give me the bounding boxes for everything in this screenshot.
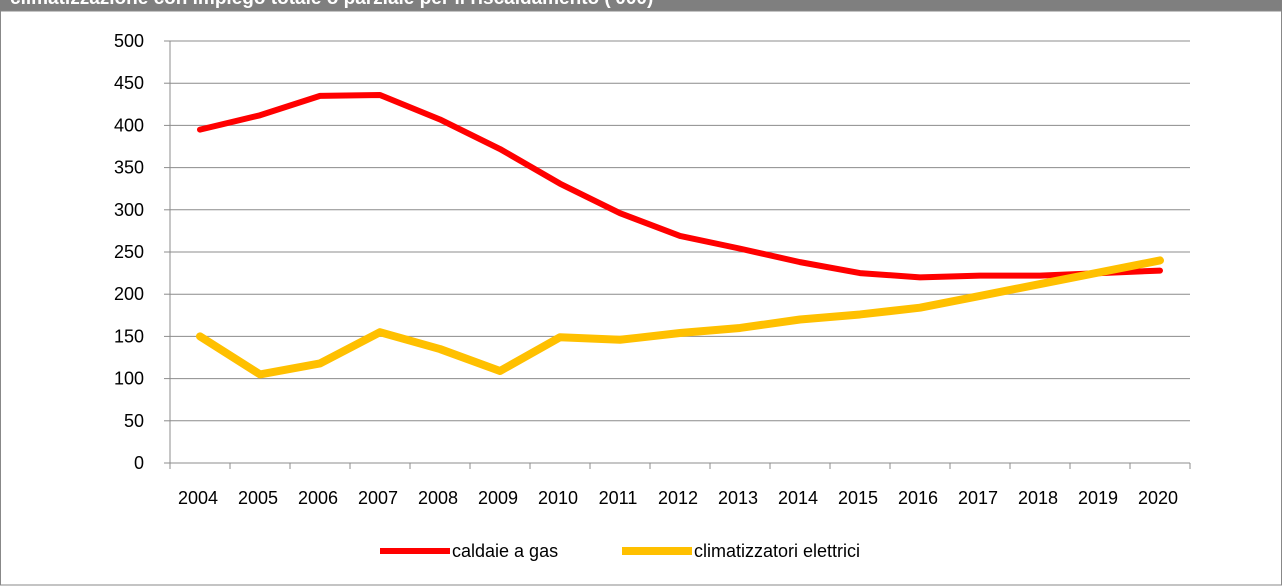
x-tick-label: 2014 <box>778 488 818 508</box>
x-tick-label: 2019 <box>1078 488 1118 508</box>
y-tick-label: 400 <box>114 115 144 135</box>
x-tick-label: 2008 <box>418 488 458 508</box>
y-tick-label: 300 <box>114 200 144 220</box>
x-tick-label: 2006 <box>298 488 338 508</box>
chart-title: climatizzazione con impiego totale o par… <box>10 0 653 9</box>
x-tick-label: 2004 <box>178 488 218 508</box>
header-bar <box>0 0 1282 11</box>
legend-label: climatizzatori elettrici <box>694 541 860 561</box>
x-tick-label: 2013 <box>718 488 758 508</box>
x-tick-label: 2017 <box>958 488 998 508</box>
x-tick-label: 2011 <box>599 488 638 508</box>
y-tick-label: 450 <box>114 73 144 93</box>
series-line <box>197 92 1163 281</box>
x-tick-label: 2018 <box>1018 488 1058 508</box>
y-tick-label: 50 <box>124 411 144 431</box>
x-tick-label: 2020 <box>1138 488 1178 508</box>
y-tick-label: 200 <box>114 284 144 304</box>
x-tick-label: 2005 <box>238 488 278 508</box>
x-tick-label: 2009 <box>478 488 518 508</box>
y-tick-label: 100 <box>114 369 144 389</box>
y-tick-label: 150 <box>114 326 144 346</box>
x-tick-label: 2015 <box>838 488 878 508</box>
x-tick-label: 2010 <box>538 488 578 508</box>
series-line <box>196 256 1164 379</box>
y-tick-label: 0 <box>134 453 144 473</box>
legend-label: caldaie a gas <box>452 541 558 561</box>
x-tick-label: 2007 <box>358 488 398 508</box>
x-tick-label: 2016 <box>898 488 938 508</box>
y-tick-label: 350 <box>114 158 144 178</box>
y-tick-label: 500 <box>114 31 144 51</box>
x-tick-label: 2012 <box>658 488 698 508</box>
y-tick-label: 250 <box>114 242 144 262</box>
